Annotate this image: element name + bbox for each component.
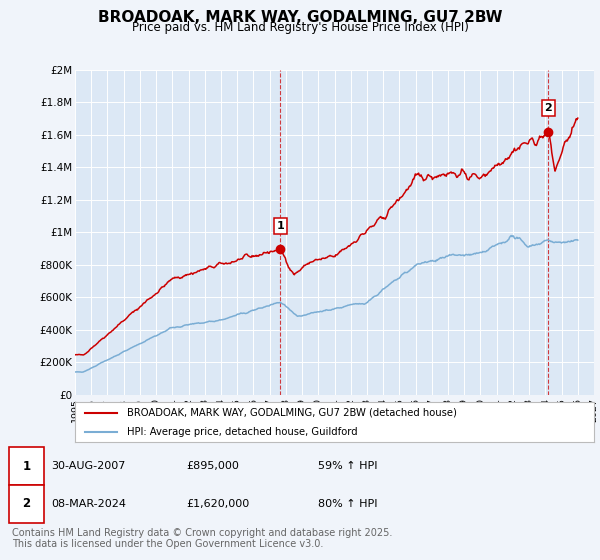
Text: Contains HM Land Registry data © Crown copyright and database right 2025.
This d: Contains HM Land Registry data © Crown c… <box>12 528 392 549</box>
Text: 1: 1 <box>277 221 284 231</box>
Text: 30-AUG-2007: 30-AUG-2007 <box>51 461 125 471</box>
Text: BROADOAK, MARK WAY, GODALMING, GU7 2BW (detached house): BROADOAK, MARK WAY, GODALMING, GU7 2BW (… <box>127 408 457 418</box>
FancyBboxPatch shape <box>9 447 44 485</box>
Text: HPI: Average price, detached house, Guildford: HPI: Average price, detached house, Guil… <box>127 427 358 436</box>
Text: Price paid vs. HM Land Registry's House Price Index (HPI): Price paid vs. HM Land Registry's House … <box>131 21 469 34</box>
Text: 08-MAR-2024: 08-MAR-2024 <box>51 499 126 509</box>
Text: BROADOAK, MARK WAY, GODALMING, GU7 2BW: BROADOAK, MARK WAY, GODALMING, GU7 2BW <box>98 10 502 25</box>
Text: £1,620,000: £1,620,000 <box>186 499 249 509</box>
Text: 1: 1 <box>22 460 31 473</box>
Text: 59% ↑ HPI: 59% ↑ HPI <box>318 461 377 471</box>
FancyBboxPatch shape <box>9 485 44 523</box>
Text: £895,000: £895,000 <box>186 461 239 471</box>
Text: 2: 2 <box>545 103 553 113</box>
Text: 2: 2 <box>22 497 31 511</box>
Text: 80% ↑ HPI: 80% ↑ HPI <box>318 499 377 509</box>
